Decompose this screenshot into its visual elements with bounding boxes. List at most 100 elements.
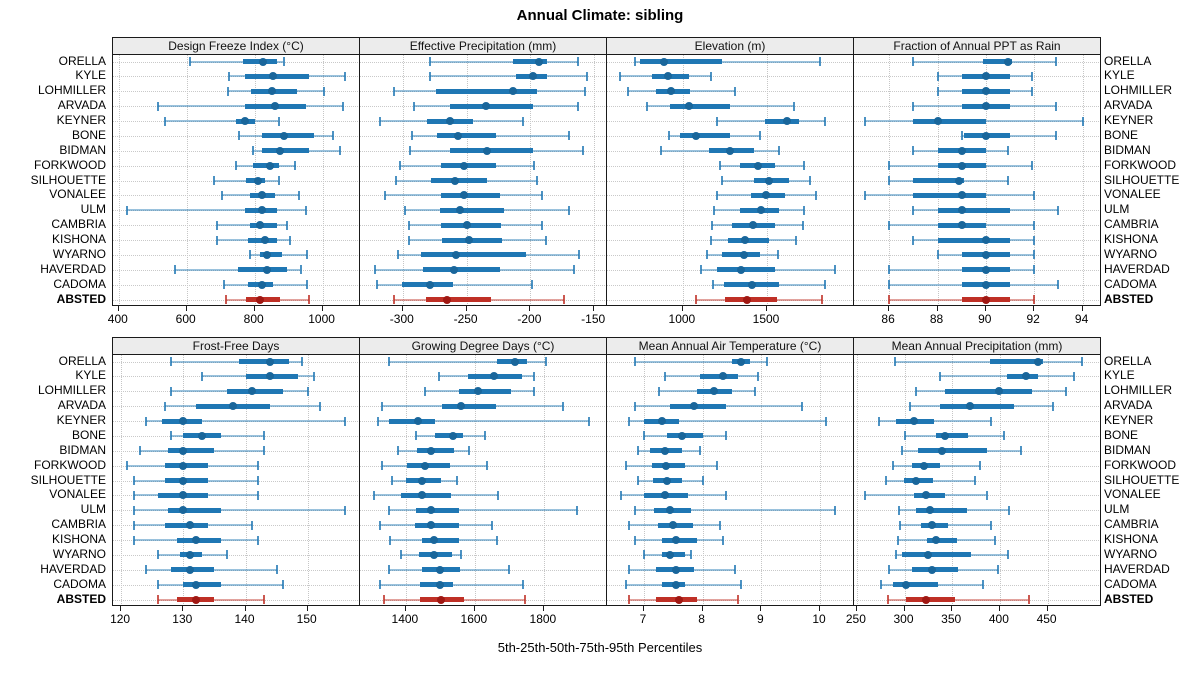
whisker-cap-high bbox=[277, 116, 280, 126]
gridline-horizontal bbox=[113, 299, 359, 301]
whisker-cap-high bbox=[689, 550, 692, 560]
site-label-left-orella: ORELLA bbox=[58, 353, 106, 368]
whisker-cap-high bbox=[1006, 550, 1009, 560]
whisker-line bbox=[133, 509, 345, 512]
whisker-cap-low bbox=[408, 235, 411, 245]
whisker-cap-low bbox=[399, 550, 402, 560]
axis-tick bbox=[936, 306, 938, 311]
axis-tick bbox=[404, 606, 406, 611]
gridline-horizontal bbox=[360, 569, 606, 571]
whisker-cap-low bbox=[660, 146, 663, 156]
gridline-vertical bbox=[530, 55, 532, 305]
whisker-cap-high bbox=[257, 476, 259, 485]
whisker-cap-high bbox=[754, 386, 757, 396]
whisker-cap-high bbox=[1080, 357, 1083, 366]
site-label-right-bidman: BIDMAN bbox=[1104, 442, 1151, 457]
whisker-cap-high bbox=[701, 476, 704, 485]
iqr-bar bbox=[425, 297, 491, 302]
site-label-right-arvada: ARVADA bbox=[1104, 398, 1153, 413]
site-label-left-ulm: ULM bbox=[80, 502, 106, 517]
gridline-horizontal bbox=[113, 421, 359, 422]
iqr-bar bbox=[167, 448, 215, 454]
whisker-cap-low bbox=[156, 101, 159, 111]
whisker-cap-low bbox=[960, 131, 963, 141]
whisker-cap-low bbox=[408, 220, 411, 230]
iqr-bar bbox=[253, 163, 279, 169]
median-dot bbox=[483, 146, 491, 155]
whisker-cap-low bbox=[132, 505, 135, 515]
whisker-cap-low bbox=[387, 357, 390, 366]
whisker-cap-low bbox=[699, 265, 702, 275]
axis-tick-label: -150 bbox=[581, 312, 606, 326]
site-label-right-orella: ORELLA bbox=[1104, 53, 1152, 68]
median-dot bbox=[678, 431, 687, 440]
whisker-cap-high bbox=[801, 401, 804, 411]
median-dot bbox=[254, 176, 263, 185]
whisker-cap-low bbox=[169, 357, 172, 366]
whisker-cap-high bbox=[572, 265, 575, 275]
gridline-vertical bbox=[1034, 55, 1036, 305]
whisker-cap-low bbox=[888, 565, 891, 575]
gridline-horizontal bbox=[360, 554, 606, 556]
whisker-cap-low bbox=[720, 176, 723, 185]
median-dot bbox=[425, 280, 434, 289]
median-dot bbox=[1021, 372, 1030, 381]
whisker-cap-low bbox=[915, 386, 917, 396]
site-label-right-absted: ABSTED bbox=[1104, 591, 1154, 606]
median-dot bbox=[179, 446, 188, 455]
whisker-cap-high bbox=[225, 550, 228, 560]
whisker-cap-low bbox=[912, 101, 915, 111]
whisker-line bbox=[635, 509, 835, 512]
site-label-left-absted: ABSTED bbox=[56, 291, 106, 306]
median-dot bbox=[489, 372, 498, 381]
whisker-cap-low bbox=[126, 205, 129, 215]
median-dot bbox=[179, 417, 188, 425]
median-dot bbox=[957, 206, 966, 215]
iqr-bar bbox=[679, 133, 730, 139]
median-dot bbox=[257, 280, 266, 289]
iqr-bar bbox=[439, 207, 504, 213]
whisker-cap-high bbox=[833, 505, 836, 515]
whisker-cap-low bbox=[627, 86, 630, 96]
whisker-cap-low bbox=[628, 565, 631, 575]
iqr-bar bbox=[459, 388, 512, 394]
whisker-cap-high bbox=[297, 190, 300, 200]
median-dot bbox=[736, 357, 745, 366]
whisker-cap-low bbox=[223, 280, 226, 290]
whisker-cap-low bbox=[888, 161, 891, 171]
iqr-bar bbox=[937, 237, 1011, 243]
gridline-horizontal bbox=[113, 225, 359, 227]
whisker-cap-high bbox=[725, 490, 728, 500]
panel-strip-fraction-of-annual-ppt-as-rain: Fraction of Annual PPT as Rain bbox=[853, 37, 1101, 55]
median-dot bbox=[266, 357, 275, 366]
whisker-cap-high bbox=[1033, 190, 1036, 200]
whisker-line bbox=[127, 209, 306, 212]
gridline-horizontal bbox=[113, 376, 359, 378]
whisker-cap-low bbox=[392, 295, 395, 304]
gridline-horizontal bbox=[113, 554, 359, 556]
site-label-right-cadoma: CADOMA bbox=[1104, 576, 1157, 591]
iqr-bar bbox=[450, 103, 533, 109]
site-label-left-silhouette: SILHOUETTE bbox=[30, 172, 106, 187]
axis-tick bbox=[984, 306, 986, 311]
whisker-cap-high bbox=[313, 371, 315, 381]
axis-tick-label: 1000 bbox=[308, 312, 335, 326]
whisker-cap-low bbox=[377, 416, 380, 426]
gridline-horizontal bbox=[113, 599, 359, 601]
whisker-cap-low bbox=[618, 71, 621, 81]
site-label-left-bone: BONE bbox=[71, 427, 106, 442]
whisker-cap-low bbox=[376, 280, 379, 290]
iqr-bar bbox=[261, 133, 315, 139]
axis-tick-label: -250 bbox=[453, 312, 478, 326]
gridline-horizontal bbox=[360, 361, 606, 363]
iqr-bar bbox=[423, 267, 500, 273]
median-dot bbox=[660, 491, 669, 500]
site-label-left-kyle: KYLE bbox=[75, 68, 106, 83]
whisker-line bbox=[388, 509, 577, 512]
whisker-cap-high bbox=[521, 116, 524, 126]
whisker-cap-low bbox=[382, 595, 385, 604]
site-label-right-silhouette: SILHOUETTE bbox=[1104, 472, 1180, 487]
site-label-right-lohmiller: LOHMILLER bbox=[1104, 83, 1173, 98]
whisker-cap-high bbox=[306, 250, 309, 260]
median-dot bbox=[229, 402, 238, 411]
